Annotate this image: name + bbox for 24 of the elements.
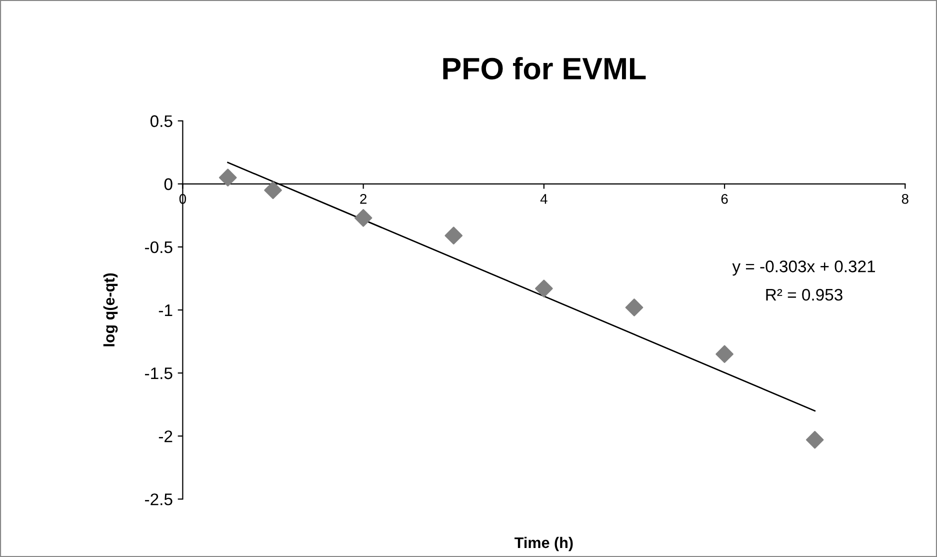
y-tick-label: -2.5 [145, 493, 172, 506]
x-tick-label: 8 [902, 194, 908, 204]
y-tick-label: 0 [164, 178, 172, 190]
chart-title: PFO for EVML [443, 57, 646, 80]
x-tick-label: 4 [540, 194, 548, 204]
annotation: y = -0.303x + 0.321 [732, 260, 876, 276]
x-axis-title: Time (h) [514, 536, 573, 552]
x-tick-label: 2 [360, 194, 366, 204]
point [716, 345, 734, 364]
point [625, 298, 644, 316]
y-tick-label: -1.5 [145, 368, 172, 380]
point [264, 181, 282, 200]
y-tick-label: -1 [158, 304, 172, 316]
y-axis-title: log q(e-qt) [103, 273, 118, 346]
point [354, 209, 372, 227]
y-tick-label: 0.5 [150, 115, 172, 128]
y-tick-label: -0.5 [145, 241, 172, 254]
point [218, 168, 237, 187]
y-tick-label: -2 [158, 430, 172, 442]
point [444, 226, 463, 244]
point [806, 430, 824, 449]
x-tick-label: 6 [721, 194, 728, 204]
annotation: R² = 0.953 [766, 288, 842, 301]
point [535, 280, 553, 298]
